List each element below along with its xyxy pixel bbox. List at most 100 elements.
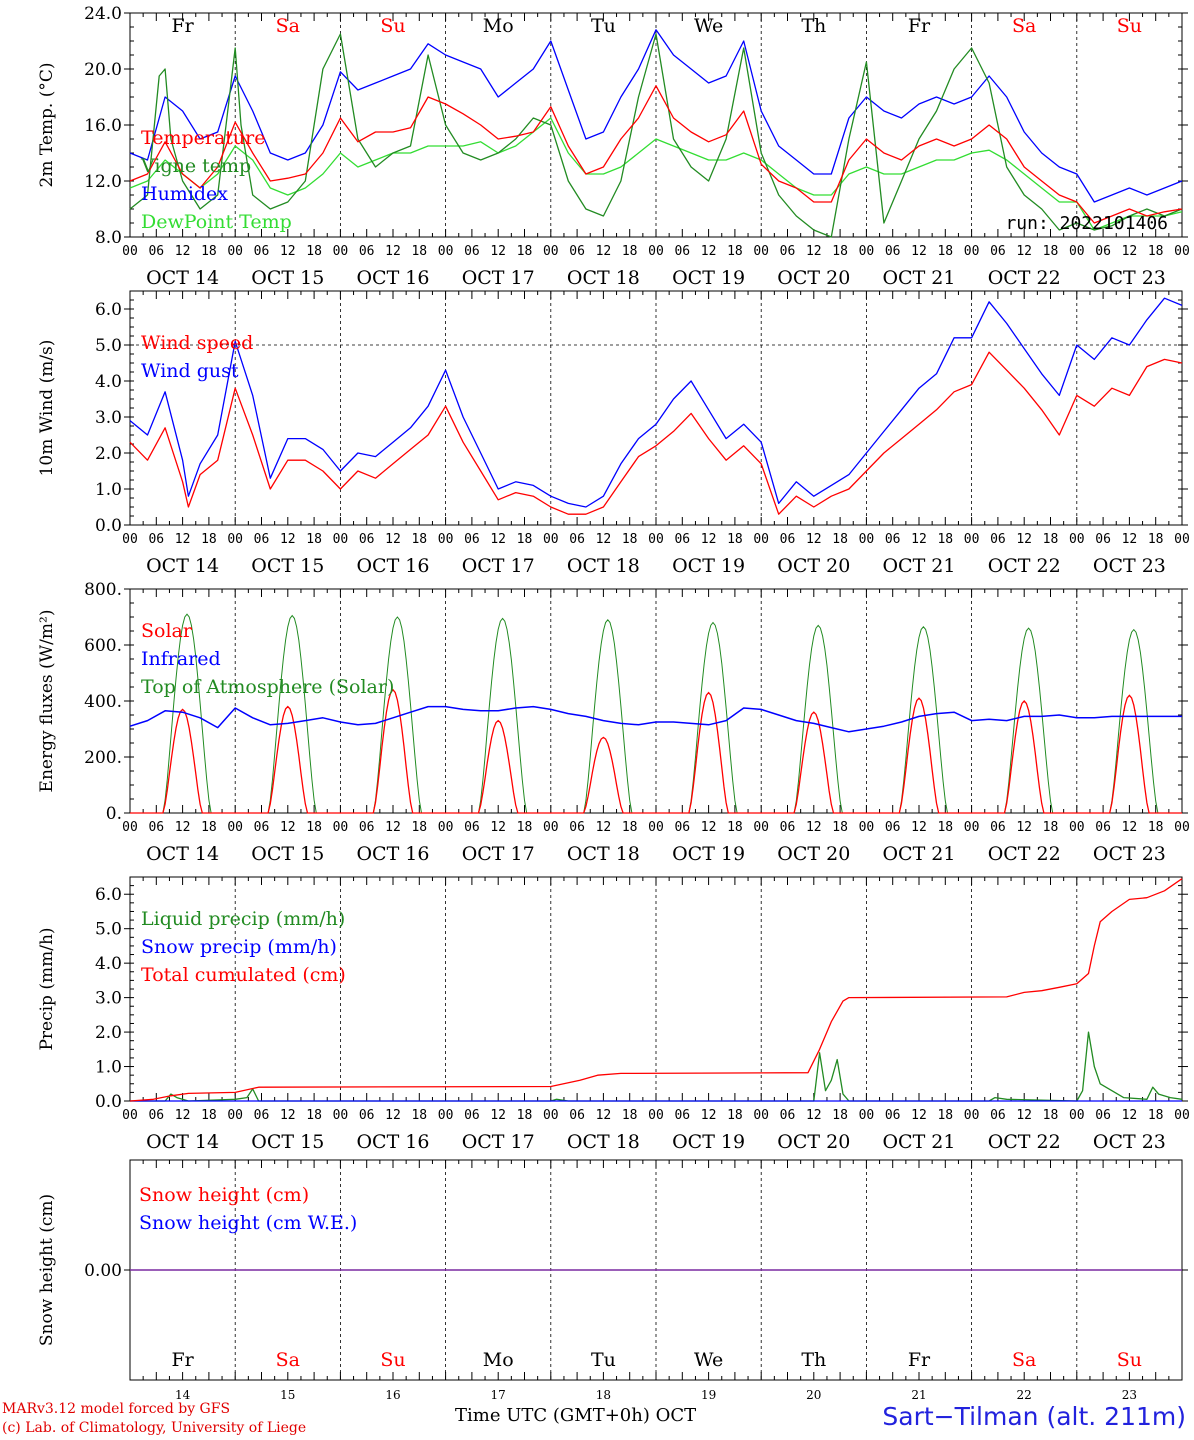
x-date-label: OCT 15	[251, 1131, 324, 1153]
x-hour-label: 18	[411, 244, 427, 259]
x-hour-label: 12	[490, 820, 506, 835]
copyright-credit: (c) Lab. of Climatology, University of L…	[2, 1420, 307, 1436]
x-date-label: OCT 20	[777, 267, 850, 289]
y-tick-label: 2.0	[95, 1023, 122, 1043]
x-hour-label: 12	[911, 1108, 927, 1123]
x-hour-label: 12	[911, 820, 927, 835]
x-hour-label: 00	[122, 820, 138, 835]
y-tick-label: 3.0	[95, 989, 122, 1009]
x-date-label: OCT 19	[672, 267, 745, 289]
x-hour-label: 12	[806, 244, 822, 259]
x-date-label: OCT 14	[146, 267, 219, 289]
y-axis-label: 10m Wind (m/s)	[37, 340, 57, 477]
x-hour-label: 00	[438, 820, 454, 835]
x-date-label: OCT 23	[1093, 1131, 1166, 1153]
legend-humidex: Humidex	[141, 183, 228, 205]
x-date-label: OCT 16	[356, 1131, 429, 1153]
x-hour-label: 18	[727, 244, 743, 259]
day-name-top: Su	[1117, 15, 1142, 37]
day-name-bottom: Sa	[1012, 1349, 1036, 1371]
x-hour-label: 00	[859, 244, 875, 259]
day-number-bottom: 18	[596, 1388, 611, 1402]
x-hour-label: 00	[753, 820, 769, 835]
x-hour-label: 18	[937, 532, 953, 547]
y-tick-label: 6.0	[95, 885, 122, 905]
x-hour-label: 06	[359, 244, 375, 259]
x-hour-label: 18	[1043, 532, 1059, 547]
x-hour-label: 06	[569, 1108, 585, 1123]
legend-liquid-precip-mm-h: Liquid precip (mm/h)	[141, 908, 345, 930]
x-hour-label: 18	[937, 244, 953, 259]
day-number-bottom: 17	[491, 1388, 506, 1402]
x-hour-label: 06	[885, 1108, 901, 1123]
x-date-label: OCT 15	[251, 843, 324, 865]
y-tick-label: 0.00	[84, 1261, 122, 1281]
x-date-label: OCT 17	[462, 555, 535, 577]
x-date-label: OCT 23	[1093, 843, 1166, 865]
series-liquid-precip-mm-h-	[130, 1031, 1183, 1102]
x-hour-label: 12	[1122, 244, 1138, 259]
x-hour-label: 00	[964, 244, 980, 259]
x-hour-label: 12	[1016, 820, 1032, 835]
x-hour-label: 12	[911, 532, 927, 547]
x-hour-label: 06	[148, 244, 164, 259]
x-hour-label: 18	[622, 244, 638, 259]
model-credit: MARv3.12 model forced by GFS	[2, 1401, 231, 1417]
y-tick-label: 6.0	[95, 300, 122, 320]
x-hour-label: 00	[543, 820, 559, 835]
x-hour-label: 18	[306, 244, 322, 259]
x-hour-label: 18	[517, 244, 533, 259]
x-date-label: OCT 20	[777, 843, 850, 865]
legend-dewpoint-temp: DewPoint Temp	[141, 211, 292, 233]
x-hour-label: 12	[806, 1108, 822, 1123]
day-name-bottom: Su	[380, 1349, 405, 1371]
legend-temperature: Temperature	[141, 127, 265, 149]
x-hour-label: 12	[1016, 1108, 1032, 1123]
x-hour-label: 18	[1043, 244, 1059, 259]
x-hour-label: 06	[148, 532, 164, 547]
x-hour-label: 18	[517, 1108, 533, 1123]
x-hour-label: 00	[333, 532, 349, 547]
station-label: Sart−Tilman (alt. 211m)	[882, 1402, 1186, 1431]
x-hour-label: 18	[201, 820, 217, 835]
day-name-bottom: Fr	[908, 1349, 931, 1371]
x-hour-label: 18	[411, 820, 427, 835]
x-hour-label: 06	[254, 1108, 270, 1123]
x-hour-label: 18	[1148, 244, 1164, 259]
y-tick-label: 1.0	[95, 480, 122, 500]
x-hour-label: 06	[780, 244, 796, 259]
y-axis-label: Precip (mm/h)	[37, 927, 57, 1050]
series-wind-gust	[129, 297, 1183, 508]
x-hour-label: 00	[1174, 532, 1190, 547]
legend-wind-speed: Wind speed	[141, 332, 253, 354]
x-hour-label: 18	[1148, 532, 1164, 547]
x-hour-label: 12	[490, 532, 506, 547]
x-hour-label: 00	[753, 244, 769, 259]
day-name-top: We	[694, 15, 723, 37]
x-hour-label: 12	[490, 244, 506, 259]
x-hour-label: 12	[490, 1108, 506, 1123]
x-hour-label: 00	[333, 1108, 349, 1123]
x-hour-label: 18	[832, 1108, 848, 1123]
x-hour-label: 18	[727, 820, 743, 835]
day-name-bottom: Tu	[591, 1349, 616, 1371]
x-hour-label: 00	[964, 1108, 980, 1123]
x-hour-label: 12	[1016, 532, 1032, 547]
x-hour-label: 00	[543, 532, 559, 547]
x-hour-label: 06	[569, 244, 585, 259]
x-hour-label: 00	[648, 1108, 664, 1123]
x-hour-label: 12	[1122, 532, 1138, 547]
x-hour-label: 12	[280, 244, 296, 259]
day-name-top: Th	[801, 15, 826, 37]
x-date-label: OCT 18	[567, 267, 640, 289]
legend-infrared: Infrared	[141, 648, 221, 670]
x-date-label: OCT 21	[882, 267, 955, 289]
x-hour-label: 06	[1095, 820, 1111, 835]
day-number-bottom: 14	[175, 1388, 191, 1402]
x-hour-label: 18	[622, 1108, 638, 1123]
x-date-label: OCT 17	[462, 267, 535, 289]
x-hour-label: 00	[753, 532, 769, 547]
x-hour-label: 06	[1095, 1108, 1111, 1123]
y-tick-label: 3.0	[95, 408, 122, 428]
